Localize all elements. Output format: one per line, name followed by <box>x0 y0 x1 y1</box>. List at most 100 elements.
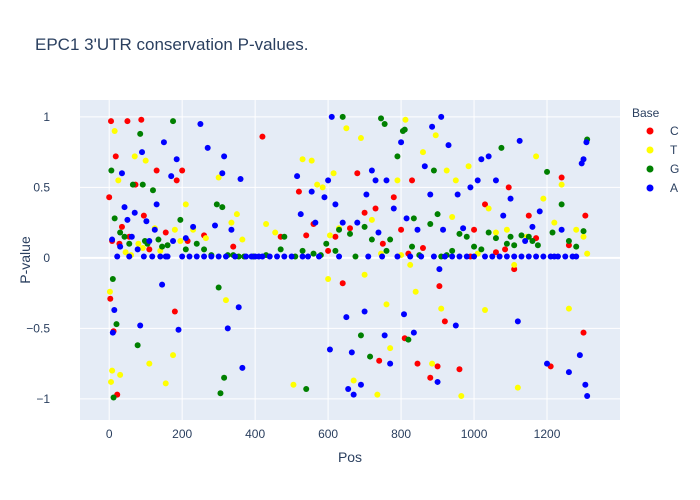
data-point <box>551 219 558 226</box>
data-point <box>193 253 200 260</box>
data-point <box>162 229 169 236</box>
data-point <box>584 250 591 257</box>
legend-label: T <box>670 143 678 157</box>
data-point <box>348 349 355 356</box>
data-point <box>549 229 556 236</box>
data-point <box>230 243 237 250</box>
data-point <box>350 391 357 398</box>
data-point <box>401 311 407 318</box>
data-point <box>139 149 146 156</box>
data-point <box>511 266 518 273</box>
data-point <box>288 253 295 260</box>
data-point <box>171 226 178 233</box>
legend-item-g[interactable]: G <box>646 162 680 176</box>
data-point <box>106 288 113 295</box>
data-point <box>460 225 467 232</box>
data-point <box>463 233 470 240</box>
data-point <box>434 211 441 218</box>
data-point <box>440 226 447 233</box>
data-point <box>215 253 222 260</box>
data-point <box>179 167 186 174</box>
data-point <box>394 153 401 160</box>
data-point <box>565 305 572 312</box>
data-point <box>204 144 211 151</box>
data-point <box>290 381 297 388</box>
data-point <box>208 253 215 260</box>
data-point <box>305 253 312 260</box>
data-point <box>215 174 222 181</box>
data-point <box>376 357 383 364</box>
data-point <box>390 205 397 212</box>
data-point <box>171 308 178 315</box>
data-point <box>522 237 529 244</box>
data-point <box>219 204 226 211</box>
data-point <box>170 352 177 359</box>
data-point <box>558 201 565 208</box>
legend-item-t[interactable]: T <box>646 143 679 157</box>
data-point <box>379 253 386 260</box>
data-point <box>281 233 288 240</box>
chart-title: EPC1 3'UTR conservation P-values. <box>35 35 308 54</box>
data-point <box>430 253 437 260</box>
data-point <box>177 216 184 223</box>
y-tick-label: 0 <box>43 251 50 265</box>
data-point <box>407 253 414 260</box>
series-t <box>106 116 591 400</box>
data-point <box>421 163 428 170</box>
data-point <box>190 223 197 230</box>
data-point <box>357 381 364 388</box>
data-point <box>224 325 231 332</box>
data-point <box>109 329 116 336</box>
data-point <box>177 237 184 244</box>
data-point <box>193 240 200 247</box>
data-point <box>357 135 364 142</box>
data-point <box>398 139 405 146</box>
data-point <box>173 177 180 184</box>
data-point <box>354 219 361 226</box>
x-tick-label: 0 <box>106 427 113 441</box>
data-point <box>336 226 343 233</box>
data-point <box>357 332 364 339</box>
data-point <box>347 225 353 232</box>
data-point <box>159 281 166 288</box>
data-point <box>427 221 434 228</box>
data-point <box>482 201 488 208</box>
data-point <box>117 229 124 236</box>
data-point <box>573 253 580 260</box>
data-point <box>525 212 532 219</box>
data-point <box>436 266 443 273</box>
data-point <box>514 384 521 391</box>
data-point <box>345 385 352 392</box>
x-tick-label: 200 <box>172 427 192 441</box>
data-point <box>394 177 401 184</box>
data-point <box>114 253 121 260</box>
data-point <box>129 181 136 188</box>
data-point <box>294 173 301 180</box>
data-point <box>463 253 470 260</box>
data-point <box>140 253 147 260</box>
data-point <box>503 240 510 247</box>
data-point <box>124 216 131 223</box>
data-point <box>544 360 551 367</box>
data-point <box>339 113 346 120</box>
data-point <box>239 236 246 243</box>
data-point <box>266 253 273 260</box>
data-point <box>153 167 160 174</box>
data-point <box>456 253 463 260</box>
data-point <box>312 219 319 226</box>
data-point <box>514 318 521 325</box>
legend-marker <box>646 146 654 154</box>
legend-item-a[interactable]: A <box>646 181 679 195</box>
plot-area <box>80 100 620 420</box>
data-point <box>540 195 547 202</box>
data-point <box>540 253 547 260</box>
data-point <box>308 188 315 195</box>
legend-item-c[interactable]: C <box>646 124 680 138</box>
data-point <box>562 253 569 260</box>
data-point <box>401 126 408 133</box>
data-point <box>299 156 306 163</box>
data-point <box>387 345 394 352</box>
data-point <box>128 233 135 240</box>
y-tick-label: −1 <box>36 392 50 406</box>
y-tick-label: −0.5 <box>26 321 50 335</box>
